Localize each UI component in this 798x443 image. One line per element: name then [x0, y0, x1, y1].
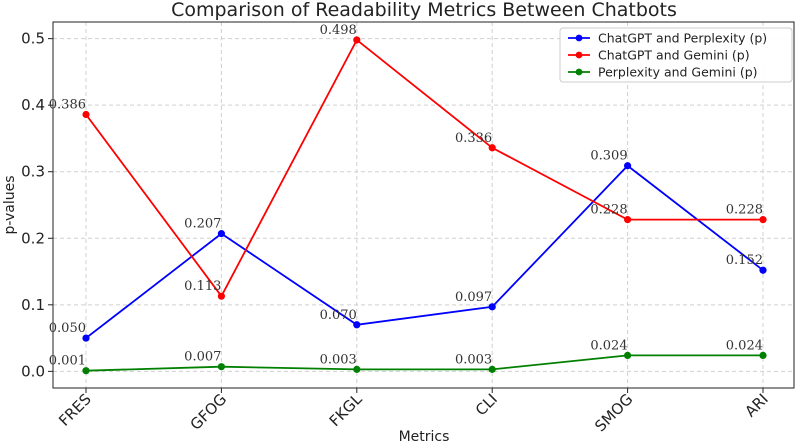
series-1-point-5: [759, 216, 767, 224]
series-line-2: [85, 354, 763, 372]
x-axis-title: Metrics: [399, 429, 450, 443]
y-axis: 0.0 0.1 0.2 0.3 0.4 0.5: [21, 30, 53, 380]
series-0-label-4: 0.309: [590, 149, 627, 164]
series-2-point-4: [624, 351, 632, 359]
data-labels: 0.050 0.207 0.070 0.097 0.309 0.152 0.386 0.113…: [49, 23, 763, 369]
legend-label-1: ChatGPT and Gemini (p): [598, 48, 750, 63]
plot-area-frame: [52, 21, 795, 389]
y-tick-label-2: 0.2: [21, 229, 45, 247]
series-1-label-3: 0.336: [455, 131, 492, 146]
series-1-point-0: [82, 110, 90, 119]
series-1-label-0: 0.386: [49, 97, 86, 112]
series-1-point-2: [353, 36, 361, 44]
series-0-point-1: [217, 230, 225, 238]
x-tick-label-fkgl: FKGL: [326, 390, 366, 430]
legend: ChatGPT and Perplexity (p) ChatGPT and Ge…: [559, 27, 793, 83]
y-tick-label-5: 0.5: [21, 30, 45, 48]
series-0-label-3: 0.097: [455, 290, 492, 305]
y-tick-label-4: 0.4: [21, 96, 45, 114]
series-1-label-1: 0.113: [184, 279, 221, 294]
series-0-point-3: [488, 303, 496, 311]
y-axis-title: p-values: [2, 175, 18, 234]
series-2-label-4: 0.024: [590, 338, 627, 353]
series-1-label-5: 0.228: [726, 203, 763, 218]
y-tick-label-1: 0.1: [21, 296, 45, 314]
series-line-1: [85, 38, 763, 298]
y-tick-label-3: 0.3: [21, 163, 45, 181]
x-tick-label-gfog: GFOG: [187, 390, 231, 434]
series-1-point-1: [217, 292, 225, 300]
x-tick-label-ari: ARI: [741, 390, 771, 420]
legend-marker-2: [575, 68, 583, 76]
series-0-label-0: 0.050: [49, 321, 86, 336]
series-2-label-0: 0.001: [49, 354, 86, 369]
legend-label-2: Perplexity and Gemini (p): [598, 65, 758, 80]
legend-box: [559, 27, 793, 83]
x-tick-label-fres: FRES: [55, 390, 95, 430]
series-1-label-4: 0.228: [590, 203, 627, 218]
x-tick-label-smog: SMOG: [591, 390, 636, 435]
series-2-point-2: [353, 365, 361, 373]
x-tick-label-cli: CLI: [472, 390, 501, 419]
legend-marker-0: [575, 34, 583, 42]
series-2-point-1: [217, 363, 225, 371]
series-2-point-0: [82, 367, 90, 375]
series-0-point-5: [759, 266, 767, 274]
legend-marker-1: [575, 51, 583, 59]
chart-title: Comparison of Readability Metrics Betwee…: [171, 0, 677, 21]
series-2-label-2: 0.003: [320, 352, 357, 367]
series-layer: [82, 36, 767, 375]
series-2-point-5: [759, 351, 767, 359]
series-2-label-1: 0.007: [184, 350, 221, 365]
legend-label-0: ChatGPT and Perplexity (p): [598, 31, 767, 46]
series-0-point-4: [624, 162, 632, 170]
series-1-point-3: [488, 144, 496, 152]
series-2-label-3: 0.003: [455, 352, 492, 367]
y-tick-label-0: 0.0: [21, 362, 45, 380]
series-2-label-5: 0.024: [726, 338, 763, 353]
series-0-point-0: [82, 334, 90, 342]
series-2-point-3: [488, 365, 496, 373]
series-0-point-2: [353, 321, 361, 329]
series-0-label-1: 0.207: [184, 217, 221, 232]
series-line-0: [85, 164, 764, 339]
series-1-label-2: 0.498: [320, 23, 357, 38]
series-0-label-2: 0.070: [320, 308, 357, 323]
series-0-label-5: 0.152: [726, 253, 763, 268]
series-1-point-4: [624, 216, 632, 224]
